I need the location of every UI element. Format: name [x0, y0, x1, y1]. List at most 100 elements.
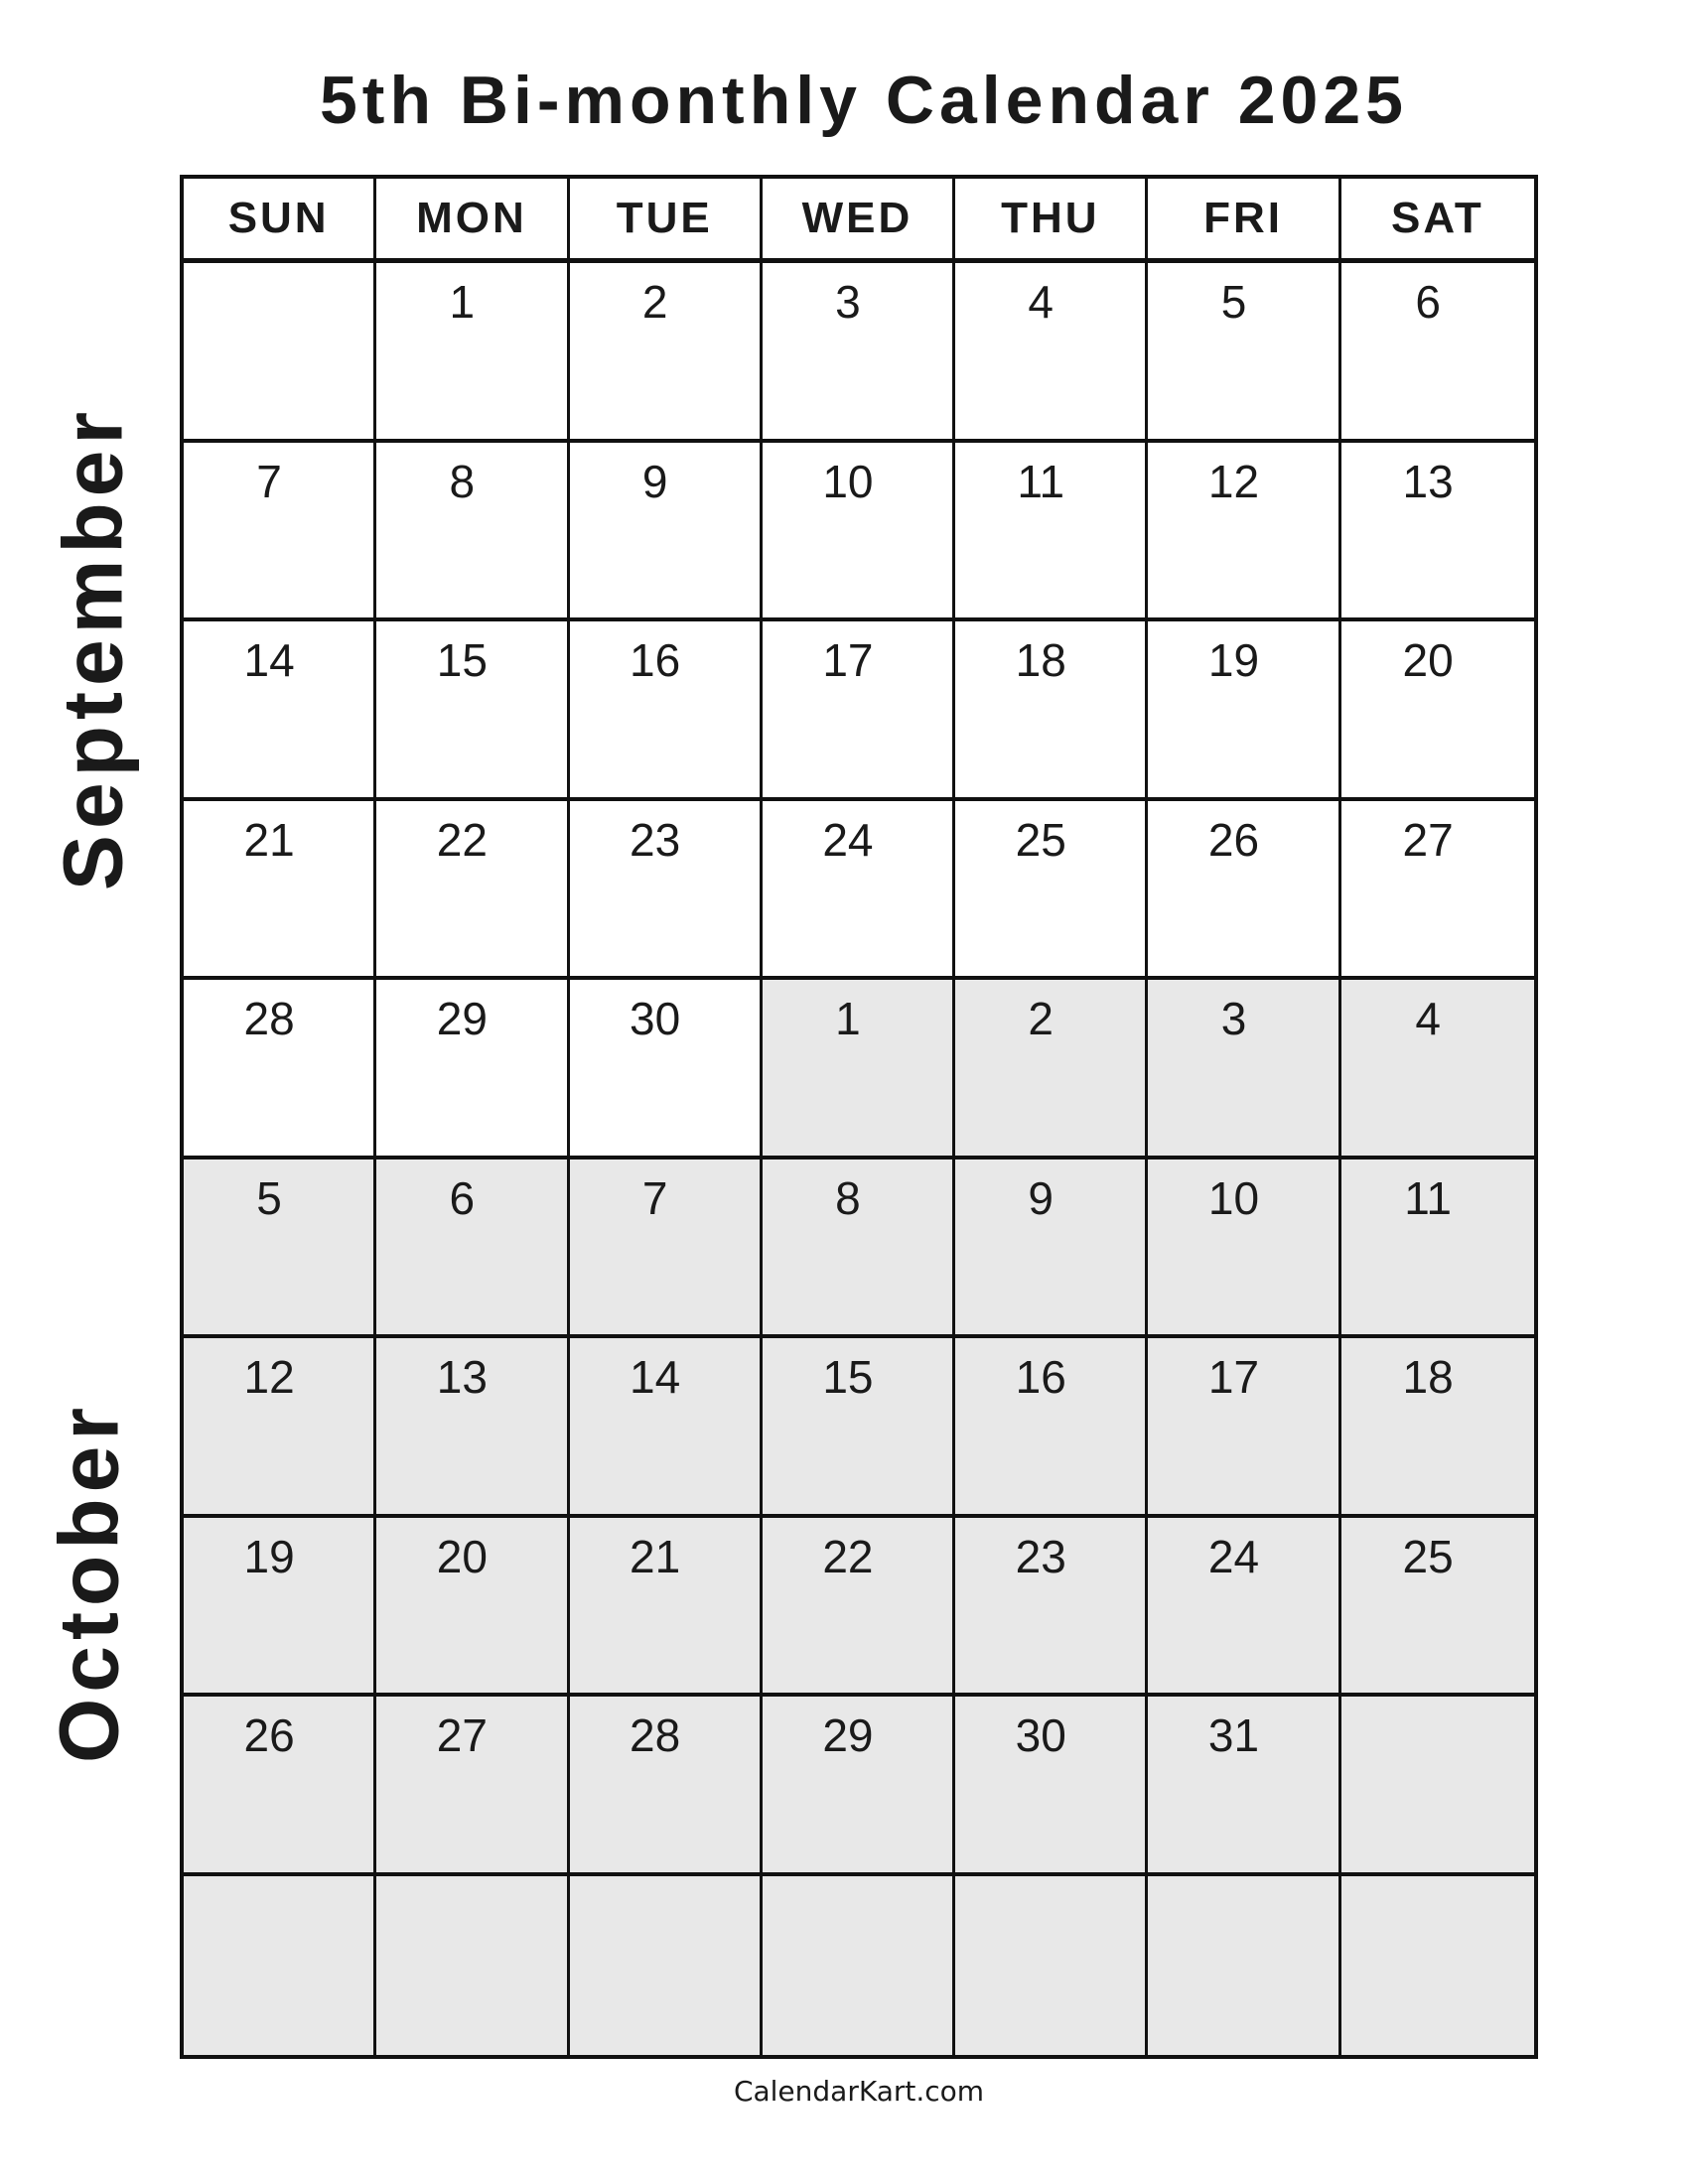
day-cell-october-26: 26: [184, 1697, 377, 1876]
day-number: 3: [1220, 993, 1247, 1044]
day-number: 1: [449, 276, 476, 328]
day-cell-october-8: 8: [762, 1159, 956, 1338]
day-number: 17: [822, 634, 874, 686]
empty-cell: [1148, 1875, 1341, 2055]
day-cell-september-10: 10: [762, 442, 956, 621]
empty-cell: [955, 1875, 1149, 2055]
day-number: 27: [1402, 813, 1454, 866]
day-number: 18: [1402, 1351, 1454, 1403]
day-number: 23: [1015, 1530, 1066, 1582]
day-number: 29: [436, 993, 488, 1044]
day-number: 4: [1415, 993, 1441, 1044]
day-cell-september-14: 14: [184, 621, 377, 801]
day-number: 7: [256, 455, 282, 507]
day-number: 26: [243, 1709, 295, 1761]
day-number: 11: [1017, 455, 1065, 507]
day-cell-september-4: 4: [955, 263, 1149, 443]
day-cell-october-18: 18: [1340, 1338, 1534, 1518]
day-cell-september-30: 30: [569, 980, 763, 1160]
day-number: 10: [822, 455, 874, 507]
day-cell-october-27: 27: [376, 1697, 570, 1876]
day-number: 25: [1402, 1530, 1454, 1582]
empty-cell: [1340, 1697, 1534, 1876]
day-number: 9: [641, 455, 668, 507]
day-cell-september-8: 8: [376, 442, 570, 621]
day-cell-october-2: 2: [955, 980, 1149, 1160]
day-cell-september-6: 6: [1340, 263, 1534, 443]
day-number: 2: [641, 276, 668, 328]
weekday-header-tue: TUE: [569, 179, 763, 263]
day-cell-september-7: 7: [184, 442, 377, 621]
day-cell-october-29: 29: [762, 1697, 956, 1876]
day-cell-september-15: 15: [376, 621, 570, 801]
day-cell-october-24: 24: [1148, 1517, 1341, 1697]
day-cell-october-30: 30: [955, 1697, 1149, 1876]
day-number: 2: [1028, 993, 1054, 1044]
day-cell-september-18: 18: [955, 621, 1149, 801]
empty-cell: [569, 1875, 763, 2055]
day-cell-september-25: 25: [955, 800, 1149, 980]
day-cell-october-1: 1: [762, 980, 956, 1160]
day-number: 20: [1402, 634, 1454, 686]
empty-cell: [184, 263, 377, 443]
day-cell-october-7: 7: [569, 1159, 763, 1338]
day-cell-september-24: 24: [762, 800, 956, 980]
day-cell-september-29: 29: [376, 980, 570, 1160]
day-cell-october-6: 6: [376, 1159, 570, 1338]
day-cell-october-22: 22: [762, 1517, 956, 1697]
day-number: 13: [436, 1351, 488, 1403]
empty-cell: [1340, 1875, 1534, 2055]
day-number: 6: [449, 1171, 476, 1224]
day-number: 25: [1015, 813, 1066, 866]
day-cell-september-21: 21: [184, 800, 377, 980]
weekday-header-mon: MON: [376, 179, 570, 263]
day-number: 7: [641, 1171, 668, 1224]
footer-brand: CalendarKart.com: [733, 2075, 985, 2108]
day-number: 14: [243, 634, 295, 686]
day-number: 3: [835, 276, 861, 328]
day-number: 31: [1207, 1709, 1260, 1761]
weekday-header-sun: SUN: [184, 179, 377, 263]
day-number: 28: [630, 1709, 681, 1761]
day-number: 6: [1415, 276, 1441, 328]
day-cell-october-19: 19: [184, 1517, 377, 1697]
day-number: 19: [1207, 634, 1260, 686]
day-cell-september-3: 3: [762, 263, 956, 443]
day-number: 15: [822, 1351, 874, 1403]
day-number: 10: [1207, 1171, 1260, 1224]
day-number: 30: [1015, 1709, 1066, 1761]
day-number: 26: [1207, 813, 1260, 866]
month-label-september: September: [46, 405, 140, 891]
day-cell-october-12: 12: [184, 1338, 377, 1518]
day-number: 5: [256, 1171, 282, 1224]
day-number: 20: [436, 1530, 488, 1582]
day-cell-october-23: 23: [955, 1517, 1149, 1697]
day-cell-october-10: 10: [1148, 1159, 1341, 1338]
day-cell-october-3: 3: [1148, 980, 1341, 1160]
day-number: 8: [449, 455, 476, 507]
day-number: 27: [436, 1709, 488, 1761]
day-cell-september-13: 13: [1340, 442, 1534, 621]
day-cell-october-11: 11: [1340, 1159, 1534, 1338]
day-number: 17: [1207, 1351, 1260, 1403]
day-cell-september-23: 23: [569, 800, 763, 980]
day-number: 24: [1207, 1530, 1260, 1582]
day-cell-september-2: 2: [569, 263, 763, 443]
empty-cell: [184, 1875, 377, 2055]
calendar-grid: SUN MON TUE WED THU FRI SAT 1 2 3 4 5 6 7 8 9 10 11 12 13 14…: [180, 175, 1538, 2059]
day-cell-october-5: 5: [184, 1159, 377, 1338]
day-cell-october-9: 9: [955, 1159, 1149, 1338]
weekday-header-thu: THU: [955, 179, 1149, 263]
day-number: 29: [822, 1709, 874, 1761]
month-label-october: October: [42, 1401, 136, 1764]
day-cell-september-9: 9: [569, 442, 763, 621]
day-number: 15: [436, 634, 488, 686]
day-number: 22: [822, 1530, 874, 1582]
day-number: 5: [1220, 276, 1247, 328]
day-number: 12: [1207, 455, 1260, 507]
day-cell-september-28: 28: [184, 980, 377, 1160]
day-number: 1: [835, 993, 861, 1044]
day-cell-october-21: 21: [569, 1517, 763, 1697]
day-number: 8: [835, 1171, 861, 1224]
day-number: 19: [243, 1530, 295, 1582]
